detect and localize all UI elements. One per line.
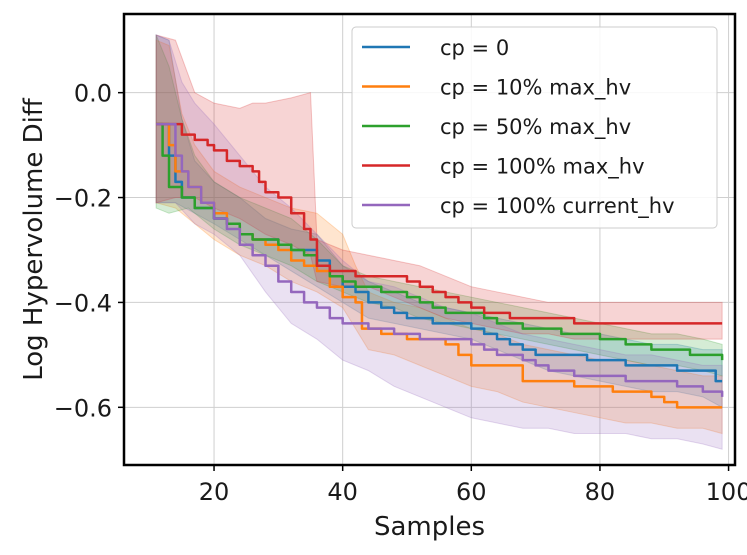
x-tick-label: 80	[585, 478, 616, 506]
line-series-2	[156, 122, 724, 361]
legend-label-4: cp = 100% current_hv	[440, 194, 675, 219]
x-tick-label: 40	[327, 478, 358, 506]
plot-frame	[122, 12, 737, 467]
y-axis-label: Log Hypervolume Diff	[19, 97, 49, 381]
legend-label-1: cp = 10% max_hv	[440, 76, 631, 101]
ticks: 20 40 60 80 100 0.0 −0.2 −0.4 −0.6	[54, 80, 747, 506]
band-series-0	[155, 34, 723, 409]
line-series-4	[156, 122, 724, 397]
x-tick-label: 20	[199, 478, 230, 506]
line-series-1	[156, 122, 723, 409]
legend-label-0: cp = 0	[440, 36, 509, 60]
confidence-bands	[155, 34, 723, 450]
x-tick-label: 60	[456, 478, 487, 506]
x-tick-label: 100	[706, 478, 747, 506]
legend-box	[351, 26, 718, 229]
x-axis-label: Samples	[374, 512, 485, 542]
legend-label-2: cp = 50% max_hv	[440, 115, 631, 140]
band-series-4	[155, 34, 723, 450]
band-series-1	[155, 39, 723, 435]
y-tick-label: 0.0	[74, 80, 112, 108]
line-series-3	[156, 122, 723, 325]
y-tick-label: −0.2	[54, 185, 112, 213]
y-tick-label: −0.4	[54, 289, 112, 317]
series-lines	[156, 122, 724, 409]
y-tick-label: −0.6	[54, 394, 112, 422]
band-series-3	[155, 34, 723, 340]
legend-label-3: cp = 100% max_hv	[440, 155, 645, 180]
